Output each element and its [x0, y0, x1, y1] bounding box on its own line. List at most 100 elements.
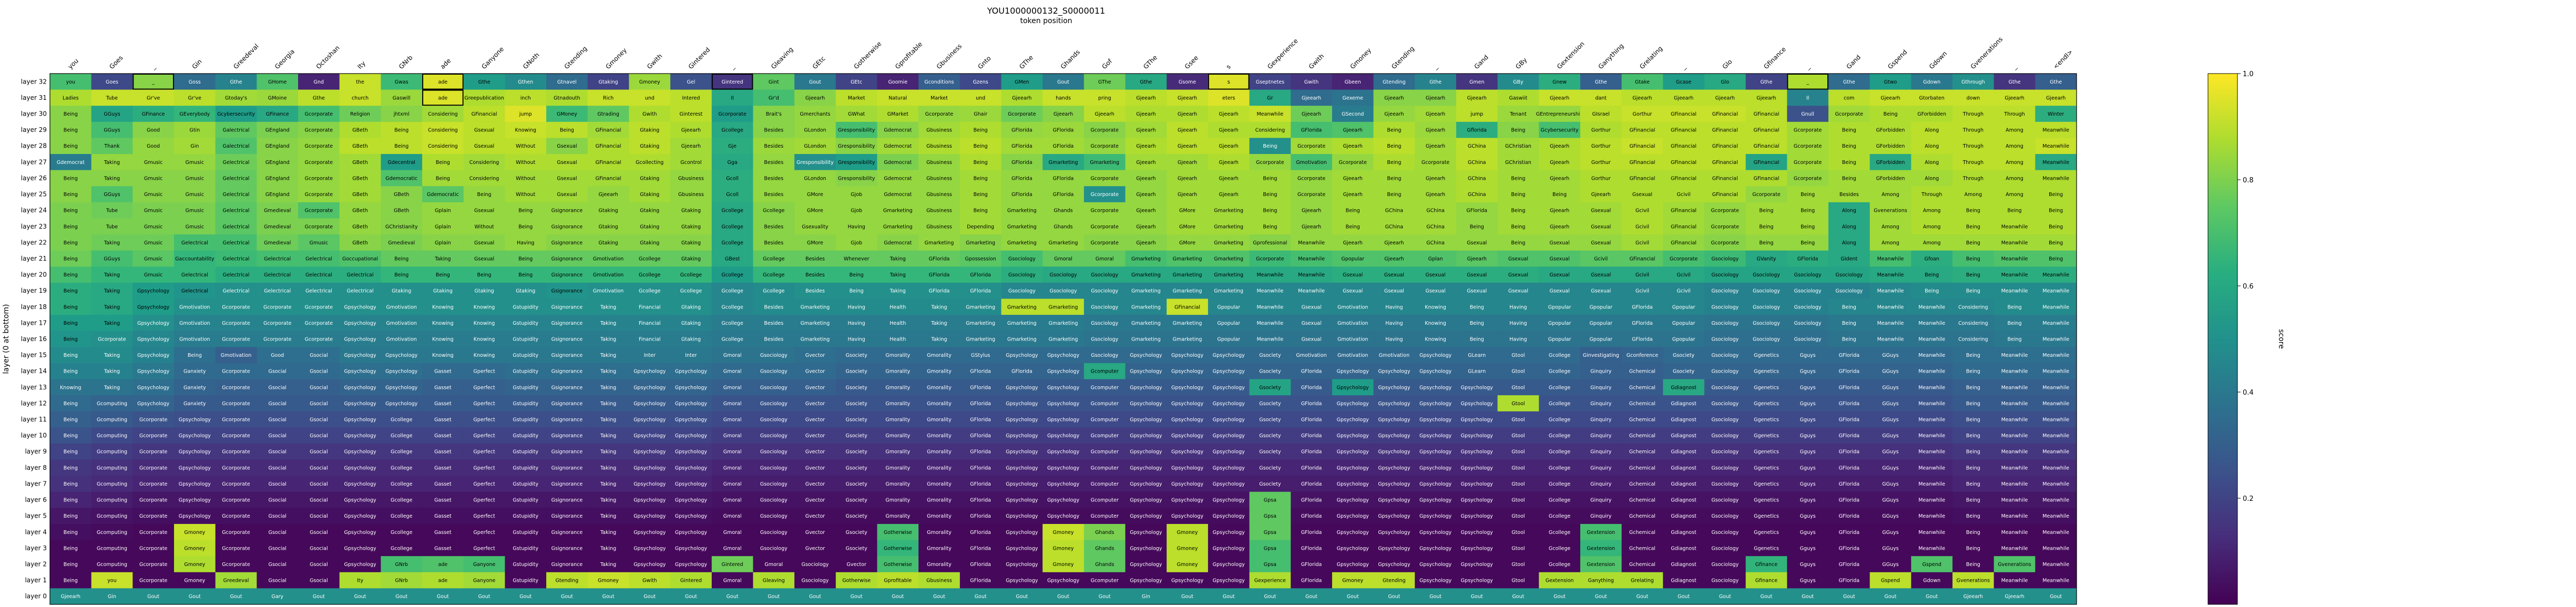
cell-rect: [174, 121, 216, 138]
cell-token: Meanwhile: [1918, 498, 1945, 503]
cell-rect: [463, 170, 505, 187]
cell-rect: [546, 74, 588, 90]
cell-rect: [215, 138, 257, 155]
heatmap-cell: Gjeearh: [1125, 170, 1167, 187]
cell-token: GFlorida: [1838, 513, 1859, 519]
cell-rect: [505, 121, 547, 138]
heatmap-cell: Taking: [422, 250, 464, 267]
cell-token: GFinancial: [596, 160, 621, 166]
heatmap-cell: Being: [50, 186, 92, 203]
heatmap-cell: Being: [959, 154, 1001, 171]
cell-rect: [877, 234, 919, 251]
heatmap-cell: Having: [835, 299, 877, 315]
cell-token: Gcorporate: [139, 465, 168, 471]
cell-token: Considering: [469, 176, 499, 181]
cell-token: Gsociology: [1711, 449, 1739, 455]
cell-token: Gcorporate: [1794, 128, 1822, 133]
heatmap-cell: Meanwhile: [1291, 282, 1333, 299]
cell-token: Gmusic: [186, 176, 204, 181]
heatmap-cell: Besides: [1828, 186, 1870, 203]
cell-token: Greepublication: [464, 95, 504, 101]
heatmap-cell: Gmoral: [711, 347, 753, 364]
heatmap-cell: Ganxiety: [174, 395, 216, 412]
cell-token: GBeth: [352, 176, 367, 181]
cell-rect: [1456, 234, 1498, 251]
cell-token: Meanwhile: [1918, 433, 1945, 439]
heatmap-cell: Gpsychology: [1456, 556, 1498, 573]
heatmap-cell: Gpsychology: [670, 379, 712, 396]
cell-rect: [2035, 234, 2077, 251]
cell-token: Thank: [104, 143, 120, 149]
heatmap-cell: Gpsychology: [670, 395, 712, 412]
cell-token: Gout: [561, 594, 573, 600]
cell-rect: [1663, 89, 1705, 106]
heatmap-cell: Being: [50, 299, 92, 315]
cell-rect: [257, 170, 299, 187]
cell-token: Meanwhile: [2001, 498, 2028, 503]
cell-rect: [1332, 138, 1374, 155]
heatmap-cell: Gsoclety: [1249, 459, 1291, 476]
cell-rect: [50, 234, 92, 251]
heatmap-cell: Being: [50, 572, 92, 589]
heatmap-cell: Gdemocrat: [50, 154, 92, 171]
cell-token: Gsome: [1179, 79, 1196, 85]
cell-token: Among: [1882, 192, 1899, 198]
heatmap-cell: Taking: [587, 299, 629, 315]
cell-token: Meanwhile: [2001, 272, 2028, 278]
cell-token: Besides: [764, 160, 783, 166]
cell-token: Gmusic: [144, 176, 162, 181]
heatmap-cell: Gcollege: [381, 459, 423, 476]
heatmap-cell: Gpsychology: [629, 459, 671, 476]
heatmap-cell: Gcorporate: [1291, 138, 1333, 155]
heatmap-cell: Gleaving: [753, 572, 795, 589]
cell-rect: [1580, 218, 1622, 235]
cell-token: Gpsychology: [1171, 353, 1204, 358]
cell-token: Being: [64, 353, 78, 358]
cell-token: Gperfect: [473, 449, 495, 455]
cell-token: GBeth: [394, 208, 409, 214]
heatmap-cell: Gasset: [422, 476, 464, 492]
heatmap-cell: Gmorality: [918, 363, 960, 380]
cell-rect: [339, 234, 381, 251]
heatmap-cell: Gpsychology: [629, 508, 671, 524]
cell-token: Gtaking: [640, 192, 659, 198]
cell-token: Being: [188, 353, 202, 358]
heatmap-cell: GGuys: [1869, 443, 1911, 460]
cell-token: Gpsychology: [1130, 562, 1162, 568]
cell-token: Ginquiry: [1590, 433, 1612, 439]
cell-token: Gperfect: [473, 401, 495, 407]
cell-token: Gguys: [1800, 449, 1816, 455]
cell-token: GEtc: [851, 79, 862, 85]
cell-token: Gpsychology: [1047, 385, 1080, 390]
heatmap-cell: Gpsychology: [1208, 508, 1250, 524]
cell-token: Meanwhile: [1298, 256, 1325, 262]
heatmap-cell: Gpopular: [1580, 299, 1622, 315]
cell-token: Galectrical: [223, 143, 250, 149]
heatmap-cell: Gout: [1167, 588, 1209, 605]
heatmap-cell: Meanwhile: [1249, 315, 1291, 332]
cell-token: Among: [2006, 128, 2023, 133]
cell-token: Gmarketing: [1007, 208, 1037, 214]
cell-rect: [463, 106, 505, 122]
heatmap-cell: Gpsychology: [1167, 411, 1209, 428]
heatmap-cell: Gtaking: [629, 186, 671, 203]
heatmap-cell: Meanwhile: [1249, 106, 1291, 122]
cell-token: GFinancial: [1671, 208, 1696, 214]
cell-token: Gpsychology: [1337, 562, 1369, 568]
heatmap-cell: Gtaking: [587, 202, 629, 219]
heatmap-cell: Gsociology: [1745, 282, 1787, 299]
cell-token: Gelectrical: [223, 289, 250, 294]
cell-token: Gcollege: [680, 289, 702, 294]
heatmap-cell: GForbidden: [1869, 170, 1911, 187]
cell-token: Gcomputing: [97, 513, 127, 519]
heatmap-cell: Gpsychology: [1456, 508, 1498, 524]
cell-token: Gjeearh: [1219, 160, 1239, 166]
cell-rect: [50, 202, 92, 219]
x-tick-label: _: [1679, 63, 1688, 71]
heatmap-cell: Inter: [670, 347, 712, 364]
heatmap-cell: Gcollege: [1539, 395, 1581, 412]
cell-token: Goomie: [888, 79, 907, 85]
cell-rect: [339, 170, 381, 187]
heatmap-cell: Gasset: [422, 379, 464, 396]
cell-token: Gmorality: [927, 530, 952, 536]
